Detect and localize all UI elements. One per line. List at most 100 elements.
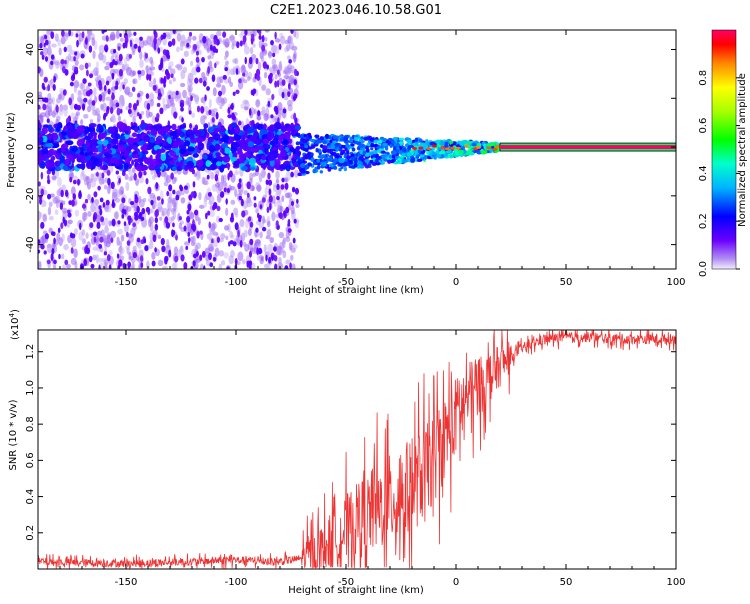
spectrogram-cell <box>285 206 289 212</box>
spectrogram-cell <box>193 94 200 103</box>
spectrogram-cell <box>230 199 236 205</box>
spectrogram-cell <box>343 136 349 142</box>
spectrogram-cell <box>103 217 109 227</box>
spectrogram-cell <box>475 145 481 149</box>
spectrogram-cell <box>223 187 227 193</box>
spectrogram-cell <box>288 124 296 131</box>
spectrogram-cell <box>186 42 190 48</box>
spectrogram-cell <box>229 136 235 143</box>
spectrogram-cell <box>136 237 141 243</box>
spectrogram-cell <box>246 75 251 81</box>
spectrogram-cell <box>44 109 51 119</box>
spectrogram-cell <box>103 139 109 147</box>
spectrogram-cell <box>295 155 301 160</box>
spectrogram-cell <box>106 234 111 244</box>
spectrogram-cell <box>151 115 157 124</box>
spectrogram-cell <box>42 213 48 222</box>
spectrogram-cell <box>278 257 282 264</box>
spectrogram-cell <box>155 138 163 144</box>
spectrogram-cell <box>57 177 63 187</box>
spectrogram-cell <box>74 66 79 71</box>
spectrogram-cell <box>293 79 297 86</box>
spectrogram-cell <box>111 218 116 227</box>
spectrogram-cell <box>223 252 229 259</box>
spectrogram-cell <box>189 134 194 141</box>
spectrogram-cell <box>159 189 164 200</box>
figure-title: C2E1.2023.046.10.58.G01 <box>270 3 442 18</box>
spectrogram-cell <box>208 221 211 229</box>
spectrogram-cell <box>87 132 94 140</box>
spectrogram-cell <box>338 158 344 164</box>
spectrogram-cell <box>110 157 118 164</box>
spectrogram-cell <box>195 172 201 181</box>
spectrogram-cell <box>148 80 154 88</box>
spectrogram-cell <box>269 158 275 167</box>
spectrogram-cell <box>285 44 291 52</box>
spectrogram-cell <box>131 70 137 76</box>
spectrogram-cell <box>183 261 188 269</box>
spectrogram-cell <box>396 144 400 149</box>
spectrogram-cell <box>118 240 123 247</box>
spectrogram-cell <box>72 193 77 200</box>
spectrogram-cell <box>402 159 408 163</box>
spectrogram-cell <box>406 156 410 161</box>
spectrogram-cell <box>135 164 143 172</box>
spectrogram-cell <box>272 52 276 58</box>
spectrogram-cell <box>197 217 201 226</box>
spectrogram-cell <box>327 157 333 162</box>
spectrogram-cell <box>293 169 299 178</box>
spectrogram-cell <box>74 51 78 56</box>
spectrogram-cell <box>132 222 137 227</box>
spectrogram-cell <box>324 133 329 139</box>
spectrogram-cell <box>221 84 226 95</box>
spectrogram-cell <box>242 72 246 77</box>
spectrogram-cell <box>334 147 340 151</box>
spectrogram-cell <box>120 234 125 242</box>
spectrogram-cell <box>281 91 285 99</box>
spectrogram-cell <box>40 171 44 180</box>
spectrogram-cell <box>110 230 117 239</box>
spectrogram-cell <box>273 246 277 252</box>
spectrogram-cell <box>214 62 217 69</box>
spectrogram-cell <box>249 250 252 258</box>
spectrogram-cell <box>243 229 248 238</box>
spectrogram-cell <box>334 154 340 159</box>
spectrogram-cell <box>389 143 393 148</box>
spectrogram-cell <box>85 232 89 239</box>
spectrogram-cell <box>202 35 207 44</box>
spectrogram-cell <box>61 253 65 260</box>
spectrogram-cell <box>149 66 156 71</box>
spectrogram-cell <box>237 251 244 262</box>
spectrogram-cell <box>340 166 344 170</box>
spectrogram-cell <box>225 198 228 205</box>
spectrogram-cell <box>263 71 268 79</box>
spectrogram-cell <box>108 264 112 269</box>
spectrogram-cell <box>287 82 291 90</box>
spectrogram-cell <box>228 35 235 41</box>
spectrogram-cell <box>436 149 440 154</box>
spectrogram-cell <box>199 263 204 269</box>
spectrogram-cell <box>96 221 101 230</box>
spectrogram-cell <box>229 230 234 239</box>
spectrogram-cell <box>48 201 53 208</box>
spectrogram-cell <box>160 153 167 162</box>
spectrogram-cell <box>314 139 320 145</box>
spectrogram-cell <box>113 49 117 54</box>
spectrogram-cell <box>40 51 44 56</box>
spectrogram-cell <box>190 191 195 198</box>
spectrogram-cell <box>54 209 59 215</box>
spectrogram-cell <box>119 108 123 114</box>
spectrogram-cell <box>132 103 138 111</box>
spectrogram-cell <box>58 237 63 247</box>
spectrogram-cell <box>44 97 48 103</box>
spectrogram-cell <box>84 37 88 45</box>
spectrogram-cell <box>102 54 107 64</box>
spectrogram-cell <box>178 139 185 146</box>
spectrogram-cell <box>178 216 182 221</box>
spectrogram-cell <box>242 241 247 247</box>
spectrogram-cell <box>140 216 145 221</box>
spectrogram-cell <box>172 154 178 161</box>
spectrogram-cell <box>293 30 297 38</box>
spectrogram-cell <box>261 197 266 203</box>
